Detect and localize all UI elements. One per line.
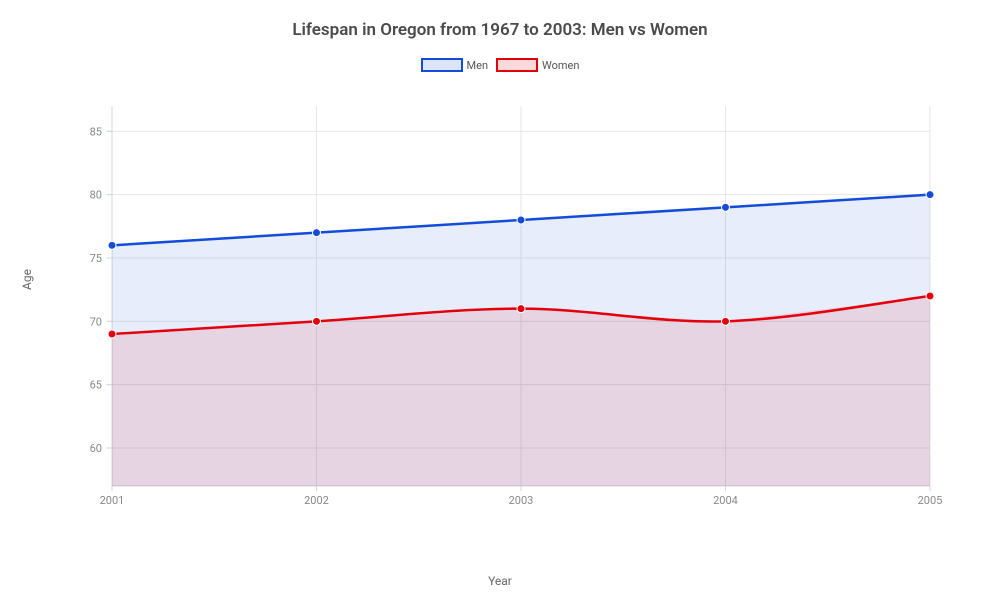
legend-swatch-women: [496, 58, 538, 72]
data-point[interactable]: [926, 191, 934, 199]
legend-item-women[interactable]: Women: [496, 58, 579, 72]
x-tick-label: 2001: [100, 494, 125, 507]
legend-label-women: Women: [542, 59, 579, 72]
data-point[interactable]: [313, 317, 321, 325]
legend: Men Women: [0, 58, 1000, 72]
data-point[interactable]: [722, 317, 730, 325]
data-point[interactable]: [313, 229, 321, 237]
data-point[interactable]: [517, 216, 525, 224]
chart-title: Lifespan in Oregon from 1967 to 2003: Me…: [0, 0, 1000, 40]
data-point[interactable]: [108, 241, 116, 249]
data-point[interactable]: [108, 330, 116, 338]
y-tick-label: 60: [90, 442, 102, 455]
data-point[interactable]: [722, 203, 730, 211]
legend-item-men[interactable]: Men: [421, 58, 489, 72]
y-axis-label: Age: [20, 269, 34, 290]
x-tick-label: 2004: [713, 494, 738, 507]
legend-swatch-men: [421, 58, 463, 72]
y-tick-label: 85: [90, 125, 102, 138]
legend-label-men: Men: [467, 59, 489, 72]
plot-svg: 60 65 70 75 80 85 2001 2002 2003 2004 2005: [72, 96, 970, 526]
chart-container: Lifespan in Oregon from 1967 to 2003: Me…: [0, 0, 1000, 600]
y-tick-label: 75: [90, 252, 102, 265]
data-point[interactable]: [517, 305, 525, 313]
y-tick-label: 70: [90, 315, 102, 328]
plot-area: 60 65 70 75 80 85 2001 2002 2003 2004 2005: [72, 96, 970, 526]
y-tick-label: 80: [90, 189, 102, 202]
data-point[interactable]: [926, 292, 934, 300]
x-tick-label: 2002: [304, 494, 329, 507]
x-tick-label: 2003: [509, 494, 534, 507]
y-tick-label: 65: [90, 379, 102, 392]
x-tick-label: 2005: [918, 494, 943, 507]
x-axis-label: Year: [0, 574, 1000, 588]
